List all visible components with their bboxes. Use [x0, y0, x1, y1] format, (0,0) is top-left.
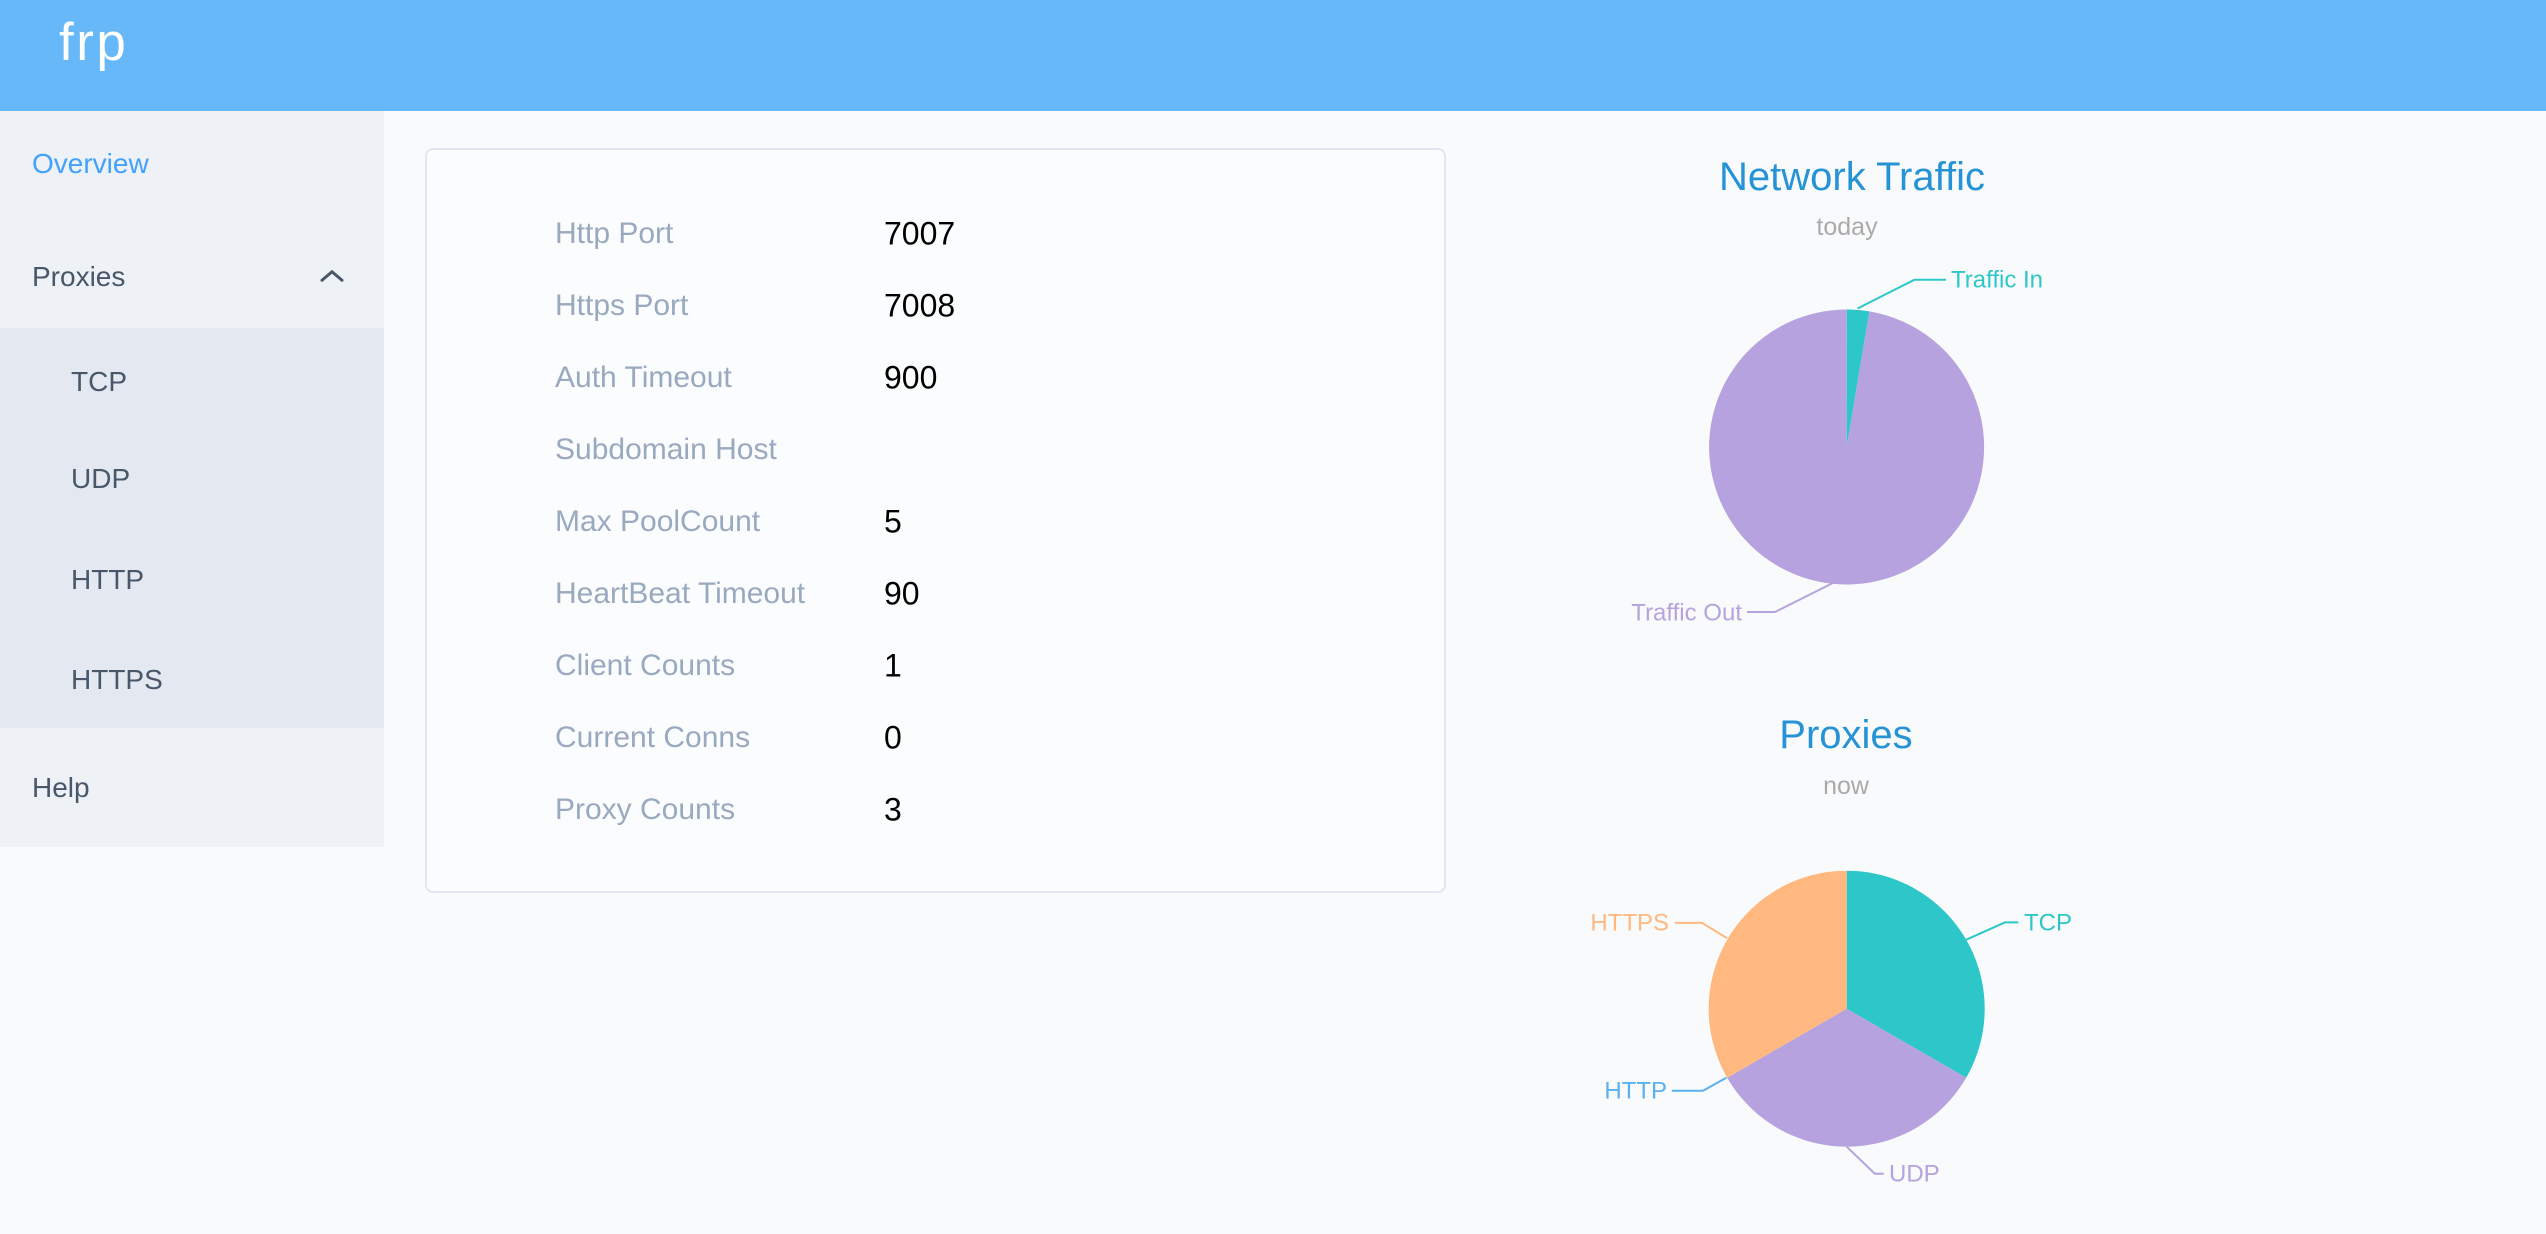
svg-text:Traffic In: Traffic In [1951, 267, 2043, 294]
svg-text:now: now [1823, 772, 1870, 800]
svg-text:HTTP: HTTP [1604, 1078, 1667, 1105]
svg-text:HTTPS: HTTPS [1590, 910, 1669, 937]
svg-text:today: today [1816, 213, 1878, 241]
svg-text:Proxies: Proxies [1779, 713, 1912, 757]
svg-text:Network Traffic: Network Traffic [1719, 155, 1985, 199]
svg-text:TCP: TCP [2024, 910, 2072, 937]
svg-text:Traffic Out: Traffic Out [1631, 600, 1742, 627]
svg-text:UDP: UDP [1889, 1161, 1940, 1188]
